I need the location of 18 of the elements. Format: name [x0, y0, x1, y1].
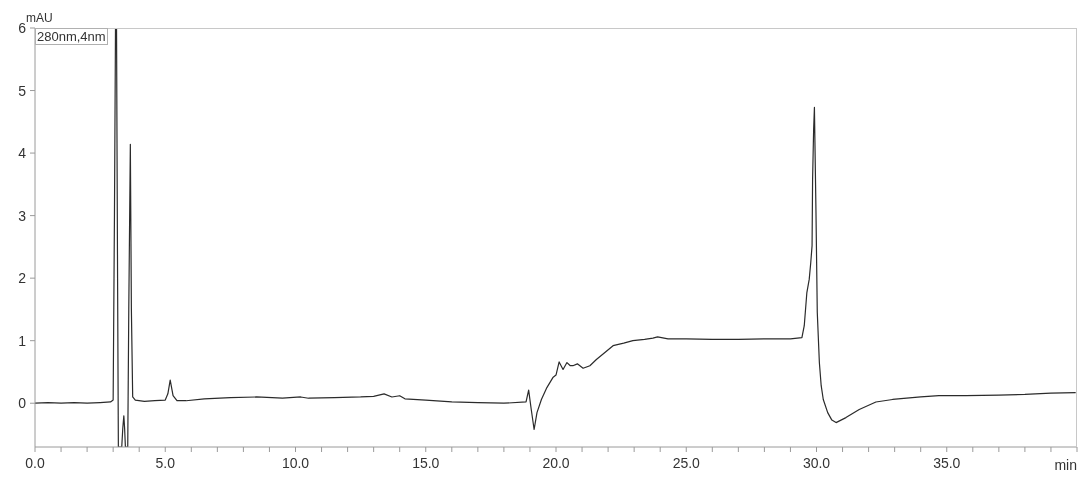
y-tick-label: 0: [18, 395, 27, 412]
x-tick-label: 10.0: [281, 454, 310, 471]
x-tick-label: 25.0: [672, 454, 701, 471]
x-tick-label: 30.0: [802, 454, 831, 471]
y-tick-label: 2: [18, 270, 27, 287]
x-tick-label: 20.0: [542, 454, 570, 471]
x-tick-label: 35.0: [933, 454, 961, 471]
y-tick-label: 4: [18, 145, 27, 162]
y-tick-label: 1: [18, 332, 27, 349]
y-axis-title: mAU: [26, 11, 53, 25]
x-tick-label: 5.0: [155, 454, 176, 471]
x-tick-label: 0.0: [25, 454, 45, 471]
y-tick-label: 3: [18, 207, 27, 224]
x-tick-label: 15.0: [412, 454, 440, 471]
y-tick-label: 5: [18, 82, 27, 99]
x-axis-title: min: [1054, 457, 1077, 473]
annotation: 280nm,4nm: [35, 28, 108, 45]
y-tick-label: 6: [18, 19, 27, 36]
